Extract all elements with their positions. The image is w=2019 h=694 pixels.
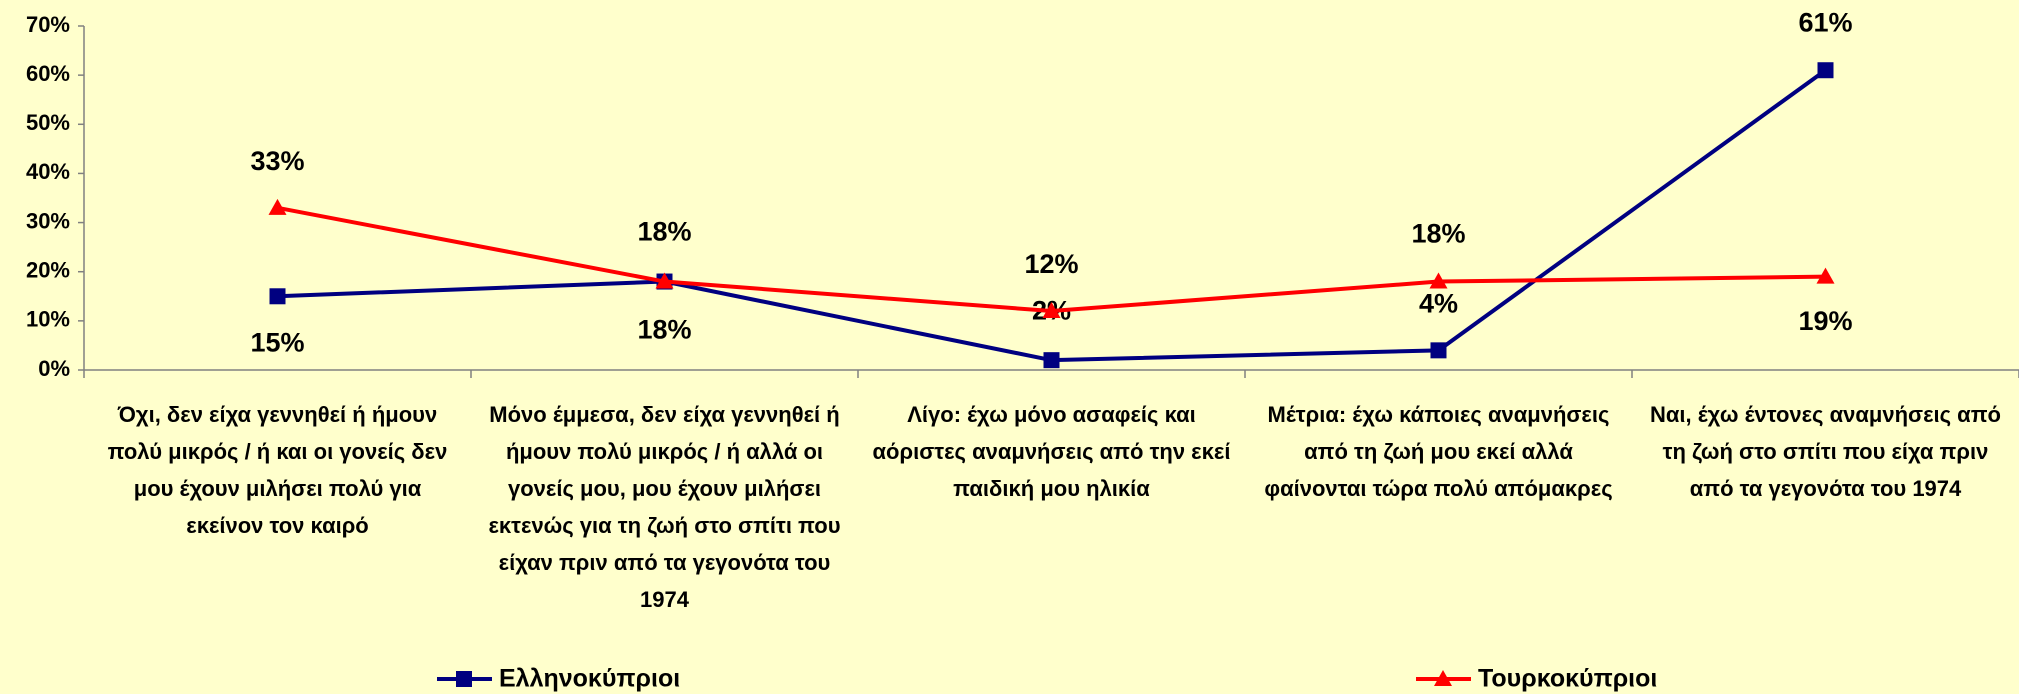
y-tick-label: 40% [26,159,70,184]
y-tick-label: 20% [26,258,70,283]
legend-label: Ελληνοκύπριοι [499,665,680,693]
x-tick-label: Μέτρια: έχω κάποιες αναμνήσεις από τη ζω… [1264,402,1613,501]
y-tick-label: 70% [26,12,70,37]
marker [268,198,287,215]
y-tick-label: 60% [26,61,70,86]
data-label: 18% [1411,219,1465,249]
data-label: 61% [1798,7,1852,37]
data-label: 18% [637,315,691,345]
data-label: 12% [1024,249,1078,279]
y-tick-label: 0% [38,356,70,381]
marker [1434,670,1452,686]
y-tick-label: 10% [26,307,70,332]
marker [1043,352,1060,369]
data-label: 19% [1798,306,1852,336]
marker [1430,342,1447,359]
data-label: 4% [1419,288,1458,318]
x-tick-label: Μόνο έμμεσα, δεν είχα γεννηθεί ή ήμουν π… [488,402,841,612]
y-tick-label: 50% [26,110,70,135]
data-label: 18% [637,217,691,247]
data-label: 15% [250,327,304,357]
marker [655,272,674,289]
marker [1429,272,1448,289]
marker [1042,302,1061,319]
y-tick-label: 30% [26,208,70,233]
legend-label: Τουρκοκύπριοι [1478,665,1657,693]
data-label: 33% [250,146,304,176]
x-tick-label: Ναι, έχω έντονες αναμνήσεις από τη ζωή σ… [1650,402,2001,501]
marker [456,671,472,687]
marker [1817,62,1834,79]
marker [269,288,286,305]
x-tick-label: Όχι, δεν είχα γεννηθεί ή ήμουν πολύ μικρ… [107,402,448,538]
x-tick-label: Λίγο: έχω μόνο ασαφείς και αόριστες αναμ… [872,402,1231,501]
marker [1816,267,1835,284]
